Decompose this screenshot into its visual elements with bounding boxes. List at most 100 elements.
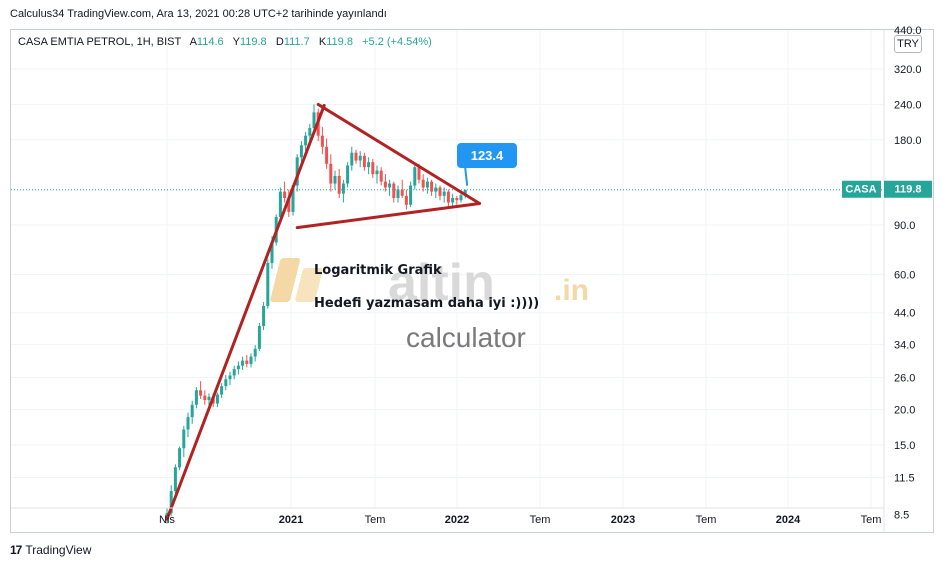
time-axis[interactable]: Nis 2021 Tem 2022 Tem 2023 Tem 2024 Tem — [11, 507, 884, 526]
candle-body — [379, 170, 383, 182]
symbol-legend: CASA EMTIA PETROL, 1H, BIST A114.6 Y119.… — [18, 36, 432, 48]
candle-body — [262, 305, 266, 326]
candle-body — [358, 155, 362, 161]
legend-open-value: 114.6 — [196, 36, 224, 48]
candle-body — [182, 429, 186, 449]
y-tick-label: 44.0 — [894, 308, 915, 320]
candle-body — [383, 181, 387, 188]
candle-body — [455, 198, 459, 201]
candle-body — [232, 369, 236, 376]
candle-body — [215, 394, 219, 404]
y-tick-label: 180.0 — [894, 135, 922, 147]
candle-body — [266, 262, 270, 306]
watermark: altin .in calculator — [270, 254, 589, 353]
legend-low-label: D — [275, 36, 284, 48]
watermark-brand: altin — [388, 254, 495, 312]
candle-body — [199, 390, 203, 396]
watermark-sub: calculator — [406, 322, 526, 353]
candle-body — [434, 187, 438, 192]
candle-body — [287, 198, 291, 212]
candle-body — [459, 195, 463, 201]
legend-change: +5.2 (+4.54%) — [362, 36, 432, 48]
candle-body — [325, 146, 329, 164]
currency-button[interactable]: TRY — [894, 35, 922, 53]
candle-body — [425, 181, 429, 188]
legend-high-label: Y — [232, 36, 240, 48]
candle-body — [278, 191, 282, 217]
candle-body — [173, 467, 177, 492]
candle-body — [442, 191, 446, 196]
symbol-badge — [842, 180, 881, 198]
candle-body — [241, 360, 245, 366]
annotation-target[interactable]: Hedefi yazmasam daha iyi :)))) — [314, 296, 539, 311]
candle-body — [186, 417, 190, 430]
candle-body — [346, 165, 350, 184]
candle-body — [257, 325, 261, 349]
candle-body — [312, 112, 316, 129]
tradingview-logo-icon[interactable]: 17 — [10, 543, 22, 557]
trend-line[interactable] — [295, 201, 482, 230]
candle-body — [283, 191, 287, 199]
candle-body — [337, 175, 341, 194]
candle-body — [190, 404, 194, 418]
x-tick-label: Tem — [365, 514, 386, 526]
candle-body — [253, 348, 257, 357]
candle-body — [270, 242, 274, 263]
candle-body — [178, 448, 182, 468]
x-tick-label: 2024 — [776, 514, 801, 526]
x-tick-label: Tem — [530, 514, 551, 526]
candle-body — [194, 390, 198, 405]
legend-close-value: 119.8 — [326, 36, 353, 48]
candle-body — [430, 181, 434, 192]
candle-body — [396, 189, 400, 199]
y-tick-label: 26.0 — [894, 372, 915, 384]
price-axis[interactable]: 8.5 11.5 15.0 20.0 26.0 34.0 44.0 60.0 90.0 180.0… — [883, 25, 922, 533]
x-tick-label: 2023 — [611, 514, 635, 526]
candle-body — [236, 365, 240, 370]
candle-body — [354, 152, 358, 161]
trend-lines[interactable] — [165, 102, 482, 521]
candle-body — [367, 162, 371, 168]
candle-body — [299, 145, 303, 158]
x-tick-label: 2021 — [279, 514, 303, 526]
candle-body — [329, 163, 333, 184]
x-tick-label: 2022 — [445, 514, 469, 526]
footer-brand[interactable]: TradingView — [25, 543, 92, 557]
candle-body — [409, 185, 413, 205]
watermark-bar-icon — [295, 268, 323, 302]
trend-line[interactable] — [316, 102, 482, 205]
publish-caption: Calculus34 TradingView.com, Ara 13, 2021… — [10, 8, 387, 20]
legend-symbol: CASA EMTIA PETROL, 1H, BIST — [18, 36, 182, 48]
candle-body — [400, 189, 404, 196]
candle-body — [404, 195, 408, 205]
trend-line[interactable] — [165, 103, 326, 521]
candle-body — [421, 179, 425, 188]
candle-body — [350, 152, 354, 166]
candle-body — [375, 170, 379, 175]
annotation-log-chart[interactable]: Logaritmik Grafik — [314, 263, 442, 278]
legend-close-label: K — [318, 36, 327, 48]
candle-body — [295, 157, 299, 186]
price-callout[interactable]: 123.4 — [457, 143, 517, 186]
y-tick-label: 8.5 — [894, 510, 909, 522]
last-price-badge: CASA 119.8 — [842, 180, 932, 198]
candle-body — [463, 189, 467, 196]
x-tick-label: Tem — [861, 514, 882, 526]
y-tick-label: 320.0 — [894, 64, 922, 76]
price-badge-value: 119.8 — [895, 184, 922, 196]
y-tick-label: 34.0 — [894, 339, 915, 351]
candle-body — [392, 183, 396, 199]
candle-body — [413, 167, 417, 186]
callout-leader — [464, 165, 469, 186]
candle-body — [291, 185, 295, 212]
legend-low-value: 111.7 — [283, 36, 310, 48]
candle-body — [451, 198, 455, 203]
price-badge — [884, 180, 932, 198]
y-tick-label: 11.5 — [894, 473, 915, 485]
candle-body — [203, 395, 207, 401]
x-tick-label: Tem — [696, 514, 717, 526]
symbol-badge-label: CASA — [845, 184, 876, 196]
candle-body — [245, 360, 249, 364]
candle-body — [438, 187, 442, 196]
